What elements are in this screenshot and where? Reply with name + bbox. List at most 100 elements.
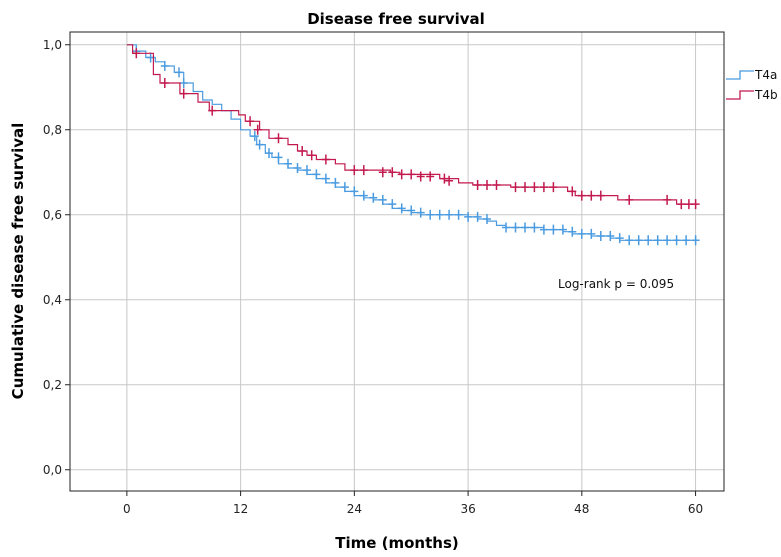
censor-mark-t4b bbox=[596, 190, 605, 201]
legend-swatch-t4b bbox=[726, 90, 754, 100]
censor-mark-t4b bbox=[397, 169, 406, 180]
axis-ticks: 0 12 24 36 48 60 0,0 0,2 0,4 0,6 0,8 1,0 bbox=[43, 38, 703, 516]
censor-mark-t4b bbox=[307, 150, 316, 161]
censor-mark-t4a bbox=[312, 169, 321, 180]
censor-mark-t4b bbox=[208, 105, 217, 116]
censor-mark-t4b bbox=[677, 199, 686, 210]
censor-mark-t4b bbox=[568, 186, 577, 197]
censor-mark-t4b bbox=[407, 169, 416, 180]
censor-mark-t4a bbox=[321, 173, 330, 184]
censor-mark-t4a bbox=[284, 158, 292, 169]
x-tick-label: 60 bbox=[688, 502, 703, 516]
censor-mark-t4a bbox=[549, 224, 558, 235]
censor-mark-t4b bbox=[684, 199, 693, 210]
censor-mark-t4a bbox=[331, 177, 340, 188]
censor-mark-t4b bbox=[274, 133, 283, 144]
censor-mark-t4a bbox=[369, 192, 378, 203]
censor-mark-t4a bbox=[160, 61, 169, 71]
censor-mark-t4a bbox=[596, 231, 605, 241]
censor-mark-t4a bbox=[577, 228, 586, 239]
censor-mark-t4a bbox=[483, 214, 491, 224]
legend-label-t4a: T4a bbox=[754, 68, 777, 82]
censor-mark-t4a bbox=[644, 235, 653, 246]
y-tick-label: 0,0 bbox=[43, 463, 62, 477]
censor-mark-t4a bbox=[359, 190, 368, 201]
censor-mark-t4a bbox=[179, 78, 188, 88]
x-tick-label: 24 bbox=[347, 502, 362, 516]
x-tick-label: 12 bbox=[233, 502, 248, 516]
legend-label-t4b: T4b bbox=[754, 88, 778, 102]
censor-mark-t4a bbox=[682, 235, 691, 246]
censor-mark-t4a bbox=[454, 209, 463, 220]
censor-mark-t4b bbox=[492, 180, 501, 190]
censor-mark-t4b bbox=[350, 165, 359, 176]
chart-title: Disease free survival bbox=[307, 10, 485, 28]
x-axis-title: Time (months) bbox=[335, 534, 459, 552]
censor-mark-t4a bbox=[274, 152, 283, 163]
censor-mark-t4a bbox=[303, 165, 311, 176]
gridlines bbox=[70, 32, 724, 491]
censor-mark-t4a bbox=[388, 199, 397, 210]
censor-mark-t4b bbox=[388, 167, 397, 178]
censor-mark-t4b bbox=[663, 194, 672, 205]
censor-mark-t4a bbox=[558, 224, 567, 235]
censor-mark-t4b bbox=[549, 182, 558, 193]
censor-mark-t4a bbox=[587, 228, 596, 239]
censor-mark-t4b bbox=[246, 116, 255, 127]
censor-mark-t4b bbox=[521, 182, 529, 193]
censor-mark-t4a bbox=[539, 224, 548, 235]
y-tick-label: 0,4 bbox=[43, 293, 62, 307]
censor-mark-t4a bbox=[255, 139, 264, 150]
censor-mark-t4b bbox=[577, 190, 586, 201]
series-group bbox=[126, 44, 700, 246]
censor-mark-t4a bbox=[511, 222, 520, 233]
censor-mark-t4a bbox=[663, 235, 672, 246]
y-tick-label: 0,2 bbox=[43, 378, 62, 392]
censor-mark-t4b bbox=[539, 182, 548, 193]
censor-mark-t4a bbox=[606, 231, 615, 241]
censor-mark-t4b bbox=[426, 171, 435, 182]
censor-mark-t4a bbox=[250, 131, 259, 142]
censor-mark-t4a bbox=[397, 203, 406, 214]
censor-mark-t4a bbox=[426, 209, 435, 220]
censor-mark-t4b bbox=[416, 171, 425, 182]
censor-mark-t4a bbox=[568, 226, 577, 237]
censor-mark-t4a bbox=[464, 211, 473, 222]
censor-mark-t4a bbox=[293, 163, 302, 173]
censor-mark-t4a bbox=[175, 67, 183, 78]
y-tick-label: 0,8 bbox=[43, 123, 62, 137]
censor-mark-t4a bbox=[445, 209, 454, 220]
y-axis-title: Cumulative disease free survival bbox=[9, 123, 27, 400]
censor-mark-t4a bbox=[473, 211, 482, 222]
censor-mark-t4b bbox=[321, 154, 330, 165]
censor-mark-t4b bbox=[483, 180, 491, 190]
x-tick-label: 0 bbox=[123, 502, 131, 516]
censor-mark-t4b bbox=[378, 167, 387, 178]
x-tick-label: 48 bbox=[574, 502, 589, 516]
censor-mark-t4a bbox=[530, 222, 539, 233]
censor-mark-t4b bbox=[132, 48, 141, 59]
censor-mark-t4a bbox=[672, 235, 681, 246]
censor-mark-t4a bbox=[653, 235, 662, 246]
log-rank-annotation: Log-rank p = 0.095 bbox=[558, 277, 674, 291]
censor-mark-t4b bbox=[625, 194, 634, 205]
censor-mark-t4a bbox=[350, 186, 359, 197]
y-tick-label: 1,0 bbox=[43, 38, 62, 52]
censor-mark-t4a bbox=[615, 233, 624, 244]
censor-mark-t4a bbox=[691, 235, 700, 246]
censor-mark-t4a bbox=[378, 194, 387, 205]
censor-mark-t4a bbox=[625, 235, 634, 246]
censor-mark-t4b bbox=[160, 78, 169, 88]
censor-mark-t4a bbox=[265, 148, 273, 159]
censor-mark-t4b bbox=[253, 124, 262, 135]
censor-mark-t4b bbox=[473, 180, 482, 190]
x-tick-label: 36 bbox=[460, 502, 475, 516]
censor-mark-t4b bbox=[298, 146, 307, 156]
censor-mark-t4a bbox=[634, 235, 643, 246]
censor-mark-t4b bbox=[440, 173, 449, 184]
censor-mark-t4b bbox=[691, 199, 700, 210]
